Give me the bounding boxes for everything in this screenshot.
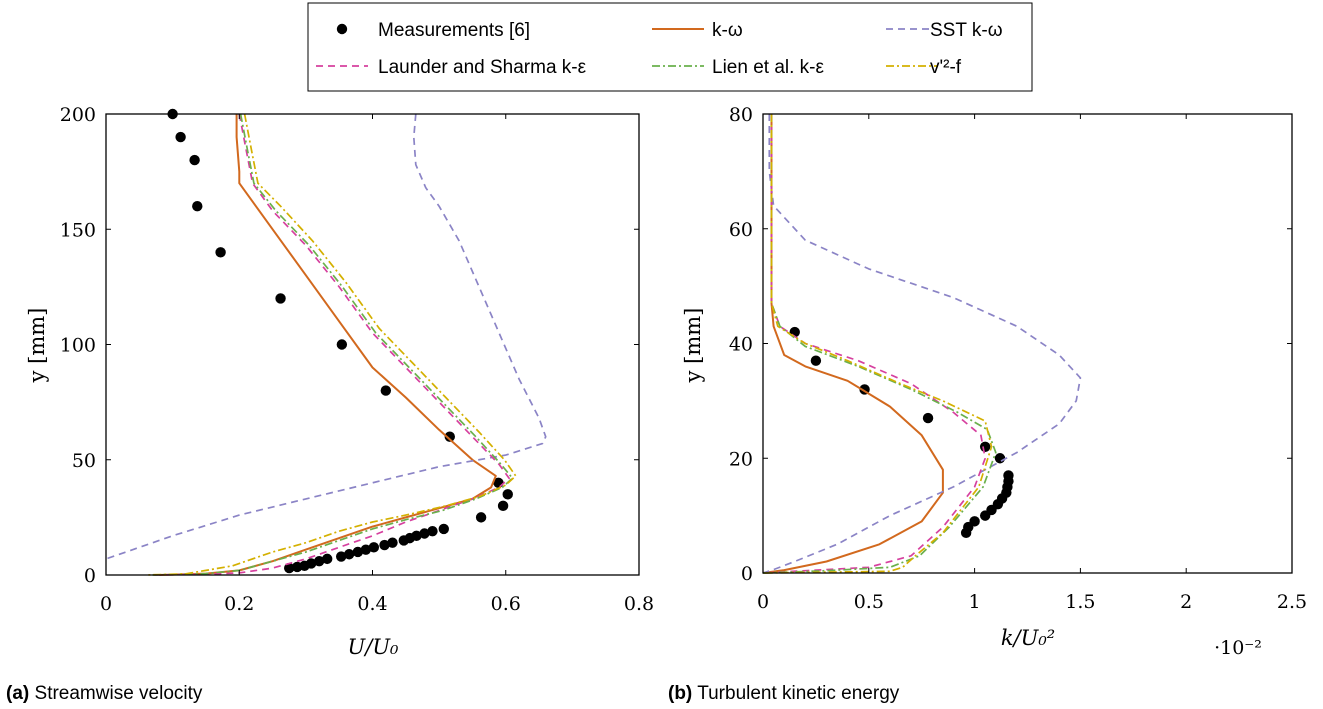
chart-a-series-measurements-6-point (335, 551, 347, 562)
chart-a-series-measurements-6-point (497, 500, 509, 512)
chart-a-series-measurements-6-point (314, 555, 325, 567)
chart-a-series-measurements-6-point (475, 512, 487, 523)
chart-b-ytick-label: 0 (741, 563, 753, 585)
legend-marker (336, 23, 348, 35)
chart-a-series-v-f-line (145, 113, 517, 576)
chart-b-series-measurements-6-point (922, 412, 934, 424)
chart-b-series-sst-k-line (762, 114, 1082, 574)
chart-a-xtick-label: 0.2 (224, 593, 254, 615)
chart-b-series-measurements-6-point (960, 527, 972, 539)
legend-entry-lien-et-al-k: Lien et al. k-ε (652, 57, 824, 78)
chart-b-ytick-label: 60 (729, 219, 753, 241)
caption-a: (a) Streamwise velocity (6, 683, 202, 705)
chart-a-series-lien-et-al-k-line (152, 113, 514, 576)
caption-a-tag: (a) (6, 683, 30, 704)
chart-a-series-measurements-6-point (284, 562, 295, 574)
chart-a-series-measurements-6-point (189, 154, 200, 166)
chart-a-series-launder-and-sharma-k-line (152, 113, 510, 576)
legend-entry-sst-k: SST k-ω (886, 20, 1003, 41)
chart-b-xlabel: k/U₀² (1001, 626, 1055, 650)
chart-a-series-measurements-6-point (215, 247, 226, 258)
chart-a-series-measurements-6-point (275, 293, 286, 304)
chart-a-series-measurements-6-point (427, 526, 438, 537)
chart-b-ytick-label: 20 (729, 448, 753, 470)
chart-a-series-measurements-6-point (444, 431, 455, 442)
chart-b-ytick-label: 40 (729, 334, 753, 356)
legend-label: Measurements [6] (378, 20, 530, 41)
chart-a-series-measurements-6-point (419, 528, 430, 539)
chart-a-series-measurements-6-point (175, 131, 186, 143)
chart-b-series-k-line (762, 114, 944, 574)
chart-b-xtick-label: 2.5 (1277, 591, 1307, 613)
chart-a-ytick-label: 0 (84, 565, 96, 587)
chart-b: 0 0.5 1 1.5 2 2.5 0 20 40 60 80 k/U₀² ·10⁻² y [mm] (681, 104, 1307, 659)
chart-a-series-measurements-6-point (336, 339, 348, 350)
chart-b-series-measurements-6-point (979, 510, 991, 521)
chart-a-ytick-label: 200 (60, 104, 96, 126)
chart-a-series-k-line (159, 114, 497, 576)
chart-a-series-measurements-6-point (352, 546, 364, 558)
chart-b-frame (762, 113, 1293, 574)
chart-b-xtick-label: 2 (1180, 591, 1192, 613)
chart-a-ylabel: y [mm] (25, 308, 49, 384)
chart-a-series-measurements-6-point (438, 523, 449, 535)
chart-a-series-measurements-6-point (379, 539, 390, 551)
chart-b-ylabel: y [mm] (681, 308, 705, 384)
caption-b-text: Turbulent kinetic energy (697, 683, 900, 704)
legend: Measurements [6] k-ω SST k-ω Launder and Sh… (307, 2, 1033, 92)
chart-a-xtick-label: 0 (100, 593, 112, 615)
chart-a-series-measurements-6-point (380, 385, 392, 396)
legend-entry-k: k-ω (652, 20, 743, 41)
legend-label: Lien et al. k-ε (712, 57, 824, 78)
chart-b-series-launder-and-sharma-k-line (762, 114, 987, 574)
chart-b-series-measurements-6-point (810, 355, 822, 366)
chart-a-ytick-label: 150 (60, 219, 96, 241)
chart-b-series-v-f-line (762, 114, 993, 574)
chart-b-series-measurements-6 (789, 326, 1014, 539)
chart-b-series-measurements-6-point (979, 441, 991, 452)
legend-label: Launder and Sharma k-ε (378, 57, 587, 78)
caption-b-tag: (b) (668, 683, 693, 704)
chart-a: 0 0.2 0.4 0.6 0.8 0 50 100 150 200 U/U₀ y [mm] (25, 104, 654, 659)
chart-a-series-sst-k-line (105, 113, 547, 560)
chart-a-series-measurements-6-point (343, 549, 355, 560)
chart-a-series-measurements-6-point (360, 544, 372, 555)
legend-box (307, 2, 1033, 92)
legend-label: k-ω (712, 20, 743, 41)
chart-b-ytick-label: 80 (729, 104, 753, 126)
legend-label: v'²-f (930, 57, 962, 78)
legend-entry-launder-and-sharma-k: Launder and Sharma k-ε (316, 57, 587, 78)
chart-a-series-measurements-6-point (502, 489, 513, 500)
chart-b-multiplier: ·10⁻² (1214, 637, 1262, 659)
chart-a-series-measurements-6-point (368, 542, 380, 553)
chart-b-xtick-label: 0.5 (854, 591, 884, 613)
chart-b-xtick-label: 0 (757, 591, 769, 613)
chart-a-series-measurements-6-point (387, 537, 398, 548)
legend-label: SST k-ω (930, 20, 1003, 41)
chart-a-series-measurements-6-point (292, 561, 303, 573)
chart-a-frame (105, 113, 640, 576)
chart-a-series-measurements-6-point (321, 553, 333, 565)
chart-a-xtick-label: 0.4 (357, 593, 387, 615)
chart-a-xlabel: U/U₀ (348, 635, 399, 659)
chart-a-ytick-label: 100 (60, 335, 96, 357)
chart-b-series-measurements-6-point (994, 453, 1006, 464)
caption-b: (b) Turbulent kinetic energy (668, 683, 899, 705)
chart-a-xtick-label: 0.8 (624, 593, 654, 615)
chart-a-series-measurements-6-point (192, 201, 203, 212)
legend-entry-v-f: v'²-f (886, 57, 962, 78)
chart-a-xtick-label: 0.6 (491, 593, 521, 615)
chart-b-xtick-label: 1 (969, 591, 981, 613)
legend-entry-measurements-6: Measurements [6] (336, 20, 530, 41)
chart-a-ytick-label: 50 (72, 450, 96, 472)
caption-a-text: Streamwise velocity (34, 683, 203, 704)
chart-b-xtick-label: 1.5 (1065, 591, 1095, 613)
chart-a-series-measurements-6-point (398, 535, 410, 546)
chart-a-series-measurements-6 (167, 108, 513, 574)
